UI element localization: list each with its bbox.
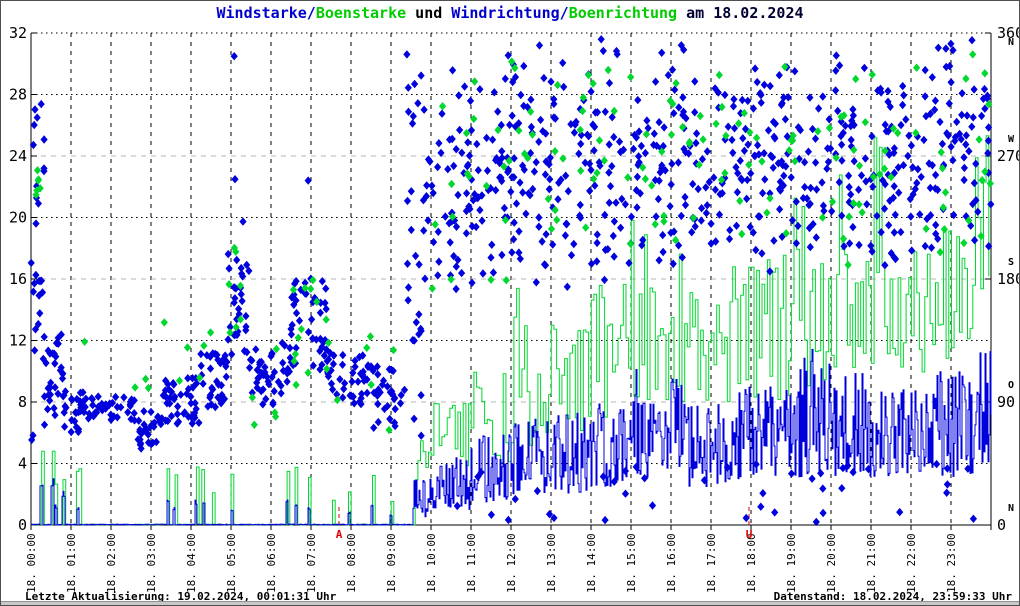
chart-title-segment: und	[406, 4, 452, 22]
right-tick-label: 180	[997, 270, 1020, 288]
x-tick-label: 18. 17:00	[705, 533, 718, 593]
chart-title-segment: Windstarke/	[216, 4, 316, 22]
x-tick-label: 18. 08:00	[345, 533, 358, 593]
right-tick-label: 0	[997, 516, 1006, 534]
left-tick-label: 16	[9, 270, 27, 288]
x-tick-label: 18. 16:00	[665, 533, 678, 593]
x-tick-label: 18. 01:00	[65, 533, 78, 593]
cardinal-direction-label: N	[1008, 37, 1014, 48]
x-tick-label: 18. 11:00	[465, 533, 478, 593]
x-tick-label: 18. 10:00	[425, 533, 438, 593]
left-tick-label: 0	[18, 516, 27, 534]
x-tick-label: 18. 00:00	[25, 533, 38, 593]
x-tick-label: 18. 14:00	[585, 533, 598, 593]
x-tick-label: 18. 02:00	[105, 533, 118, 593]
x-tick-label: 18. 21:00	[865, 533, 878, 593]
wind_dir-points	[27, 35, 995, 527]
x-tick-label: 18. 13:00	[545, 533, 558, 593]
cardinal-direction-label: O	[1008, 380, 1014, 391]
last-update-text: Letzte Aktualisierung: 19.02.2024, 00:01…	[25, 590, 337, 603]
chart-title: Windstarke/Boenstarke und Windrichtung/B…	[1, 4, 1019, 22]
left-tick-label: 28	[9, 86, 27, 104]
cardinal-direction-label: S	[1008, 257, 1014, 268]
left-tick-label: 8	[18, 393, 27, 411]
x-tick-label: 18. 06:00	[265, 533, 278, 593]
x-tick-label: 18. 20:00	[825, 533, 838, 593]
left-tick-label: 32	[9, 24, 27, 42]
chart-title-segment: Boenrichtung	[568, 4, 678, 22]
x-tick-label: 18. 03:00	[145, 533, 158, 593]
window-bottom-edge	[1, 601, 1019, 605]
left-tick-label: 12	[9, 332, 27, 350]
right-tick-label: 360	[997, 24, 1020, 42]
x-tick-label: 18. 12:00	[505, 533, 518, 593]
right-tick-label: 270	[997, 147, 1020, 165]
wind_speed-line	[30, 348, 992, 526]
x-tick-label: 18. 05:00	[225, 533, 238, 593]
chart-title-segment: Windrichtung/	[451, 4, 569, 22]
cardinal-direction-label: W	[1008, 134, 1015, 145]
sun-marker-label: A	[336, 528, 343, 541]
x-tick-label: 18. 18:00	[745, 533, 758, 593]
data-state-text: Datenstand: 18.02.2024, 23:59:33 Uhr	[773, 590, 1012, 603]
left-tick-label: 24	[9, 147, 27, 165]
cardinal-direction-label: N	[1008, 503, 1014, 514]
left-tick-label: 4	[18, 455, 27, 473]
left-tick-label: 20	[9, 209, 27, 227]
x-tick-label: 18. 07:00	[305, 533, 318, 593]
x-tick-label: 18. 19:00	[785, 533, 798, 593]
x-tick-label: 18. 04:00	[185, 533, 198, 593]
chart-title-segment: Boenstarke	[315, 4, 407, 22]
x-tick-label: 18. 22:00	[905, 533, 918, 593]
x-tick-label: 18. 23:00	[945, 533, 958, 593]
x-tick-label: 18. 09:00	[385, 533, 398, 593]
sun-marker-label: U	[746, 528, 753, 541]
chart-title-segment: am 18.02.2024	[677, 4, 804, 22]
right-tick-label: 90	[997, 393, 1015, 411]
x-tick-label: 18. 15:00	[625, 533, 638, 593]
